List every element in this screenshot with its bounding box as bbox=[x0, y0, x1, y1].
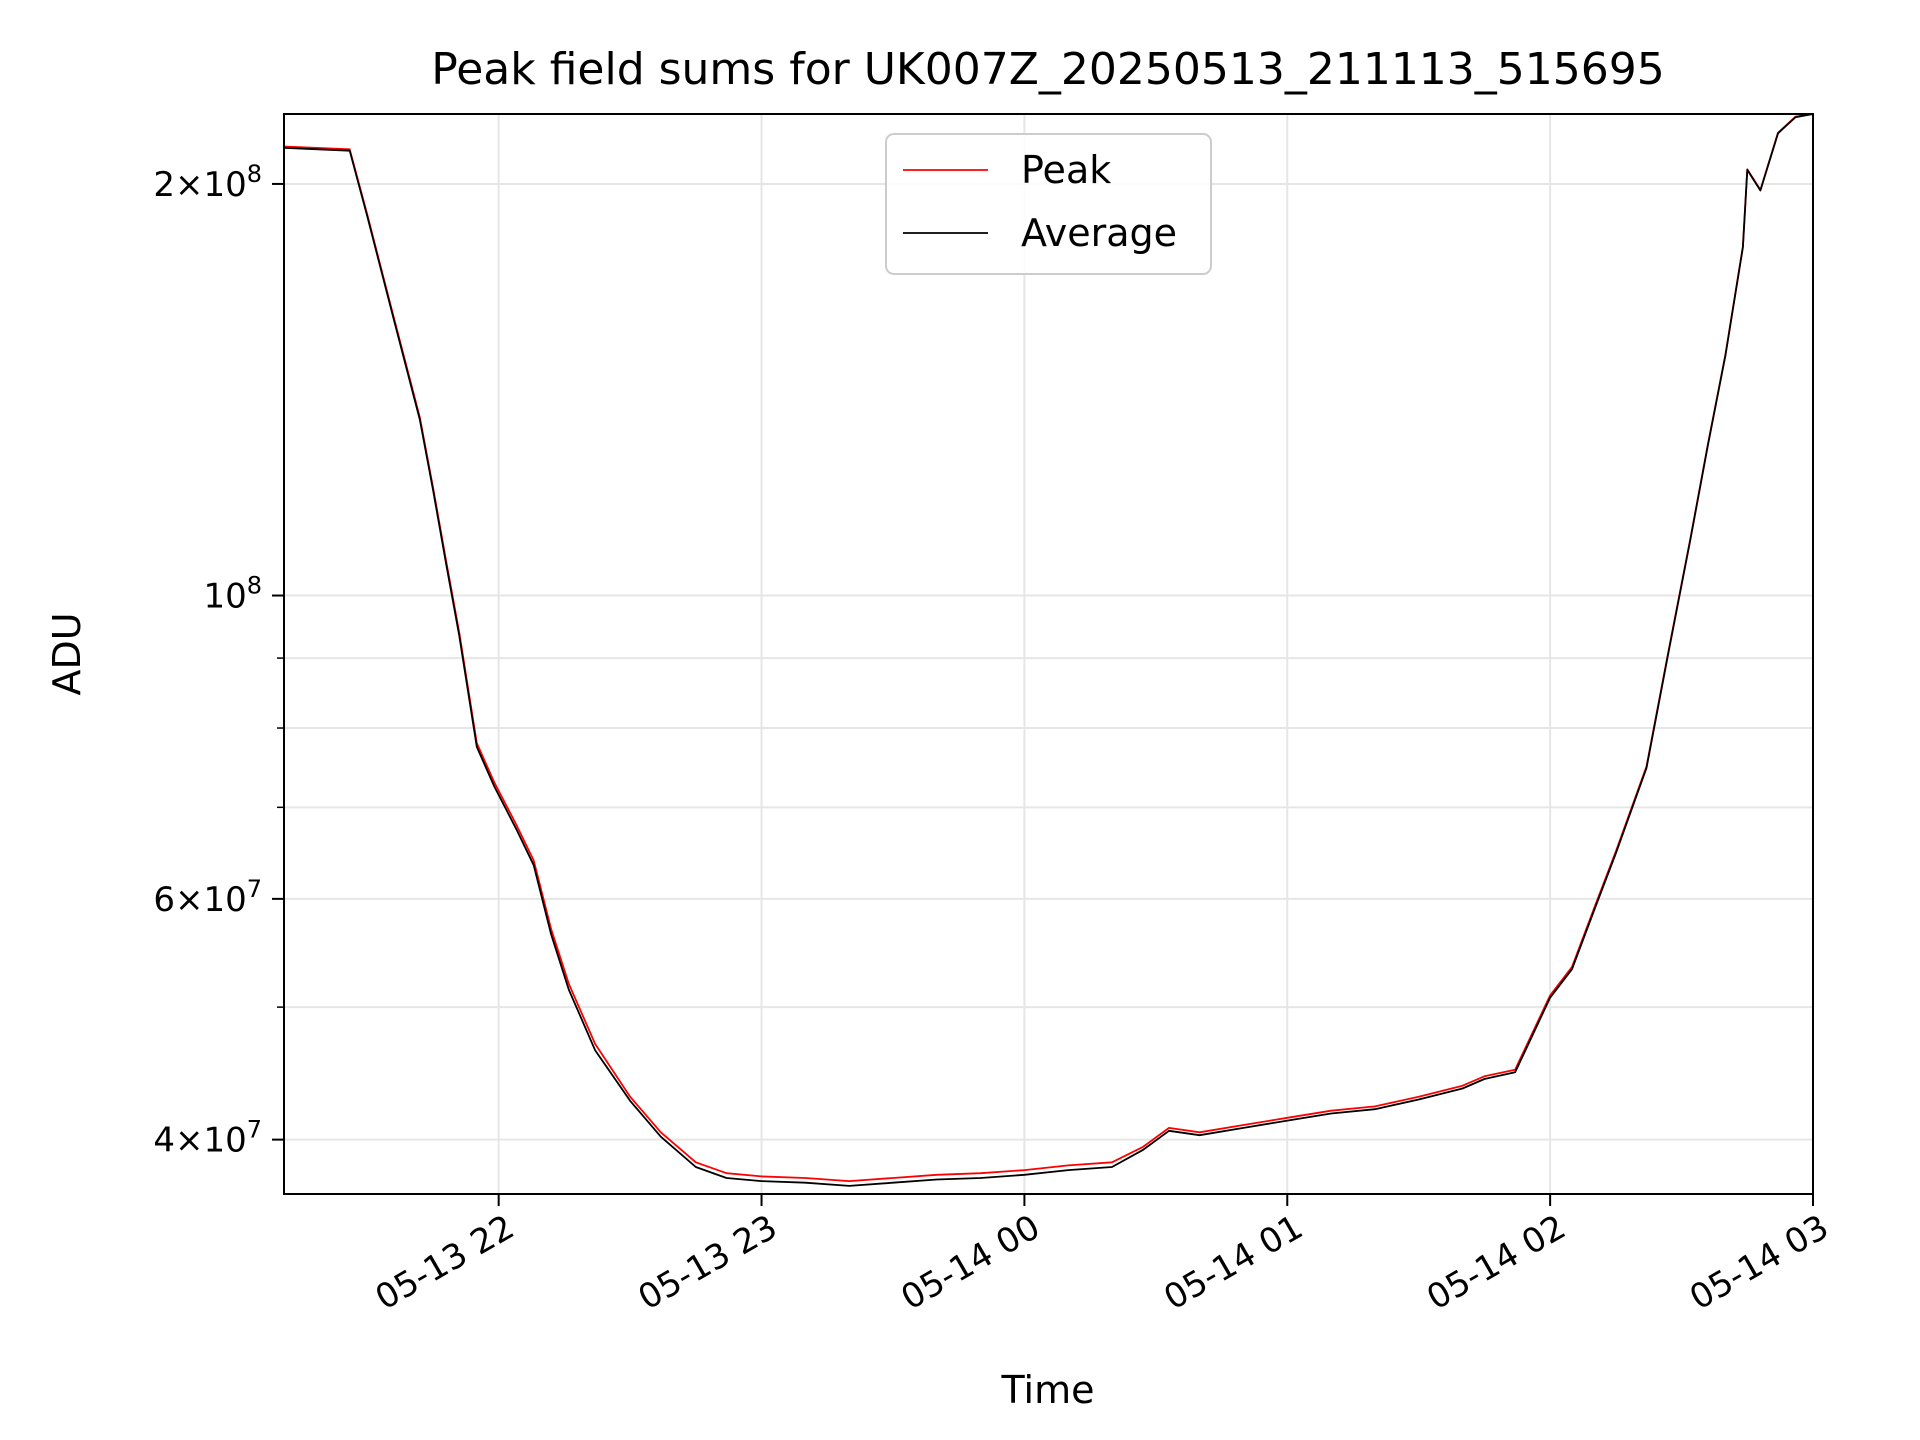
y-tick-mantissa: 6 bbox=[153, 880, 175, 920]
legend-average-label: Average bbox=[1021, 211, 1177, 255]
series-line-average bbox=[283, 113, 1814, 1187]
y-tick-label: 108 bbox=[203, 572, 262, 617]
y-tick-mantissa: 2 bbox=[153, 165, 175, 205]
x-axis-label: Time bbox=[1001, 1368, 1095, 1412]
chart-title: Peak field sums for UK007Z_20250513_2111… bbox=[431, 44, 1665, 95]
y-tick-exponent: 7 bbox=[247, 875, 262, 903]
y-axis-label: ADU bbox=[45, 612, 89, 695]
y-tick-mantissa: 4 bbox=[153, 1121, 175, 1161]
axes-frame bbox=[283, 113, 1814, 1195]
y-tick-label: 4×107 bbox=[153, 1116, 262, 1161]
y-tick-exponent: 7 bbox=[247, 1116, 262, 1144]
series-group bbox=[283, 113, 1814, 1187]
y-tick-label: 2×108 bbox=[153, 160, 262, 205]
y-tick-label: 6×107 bbox=[153, 875, 262, 920]
legend: Peak Average bbox=[885, 133, 1212, 275]
legend-box bbox=[885, 133, 1212, 275]
y-tick-exponent: 8 bbox=[247, 160, 262, 188]
legend-peak-label: Peak bbox=[1021, 148, 1111, 192]
y-tick-exponent: 8 bbox=[247, 572, 262, 600]
